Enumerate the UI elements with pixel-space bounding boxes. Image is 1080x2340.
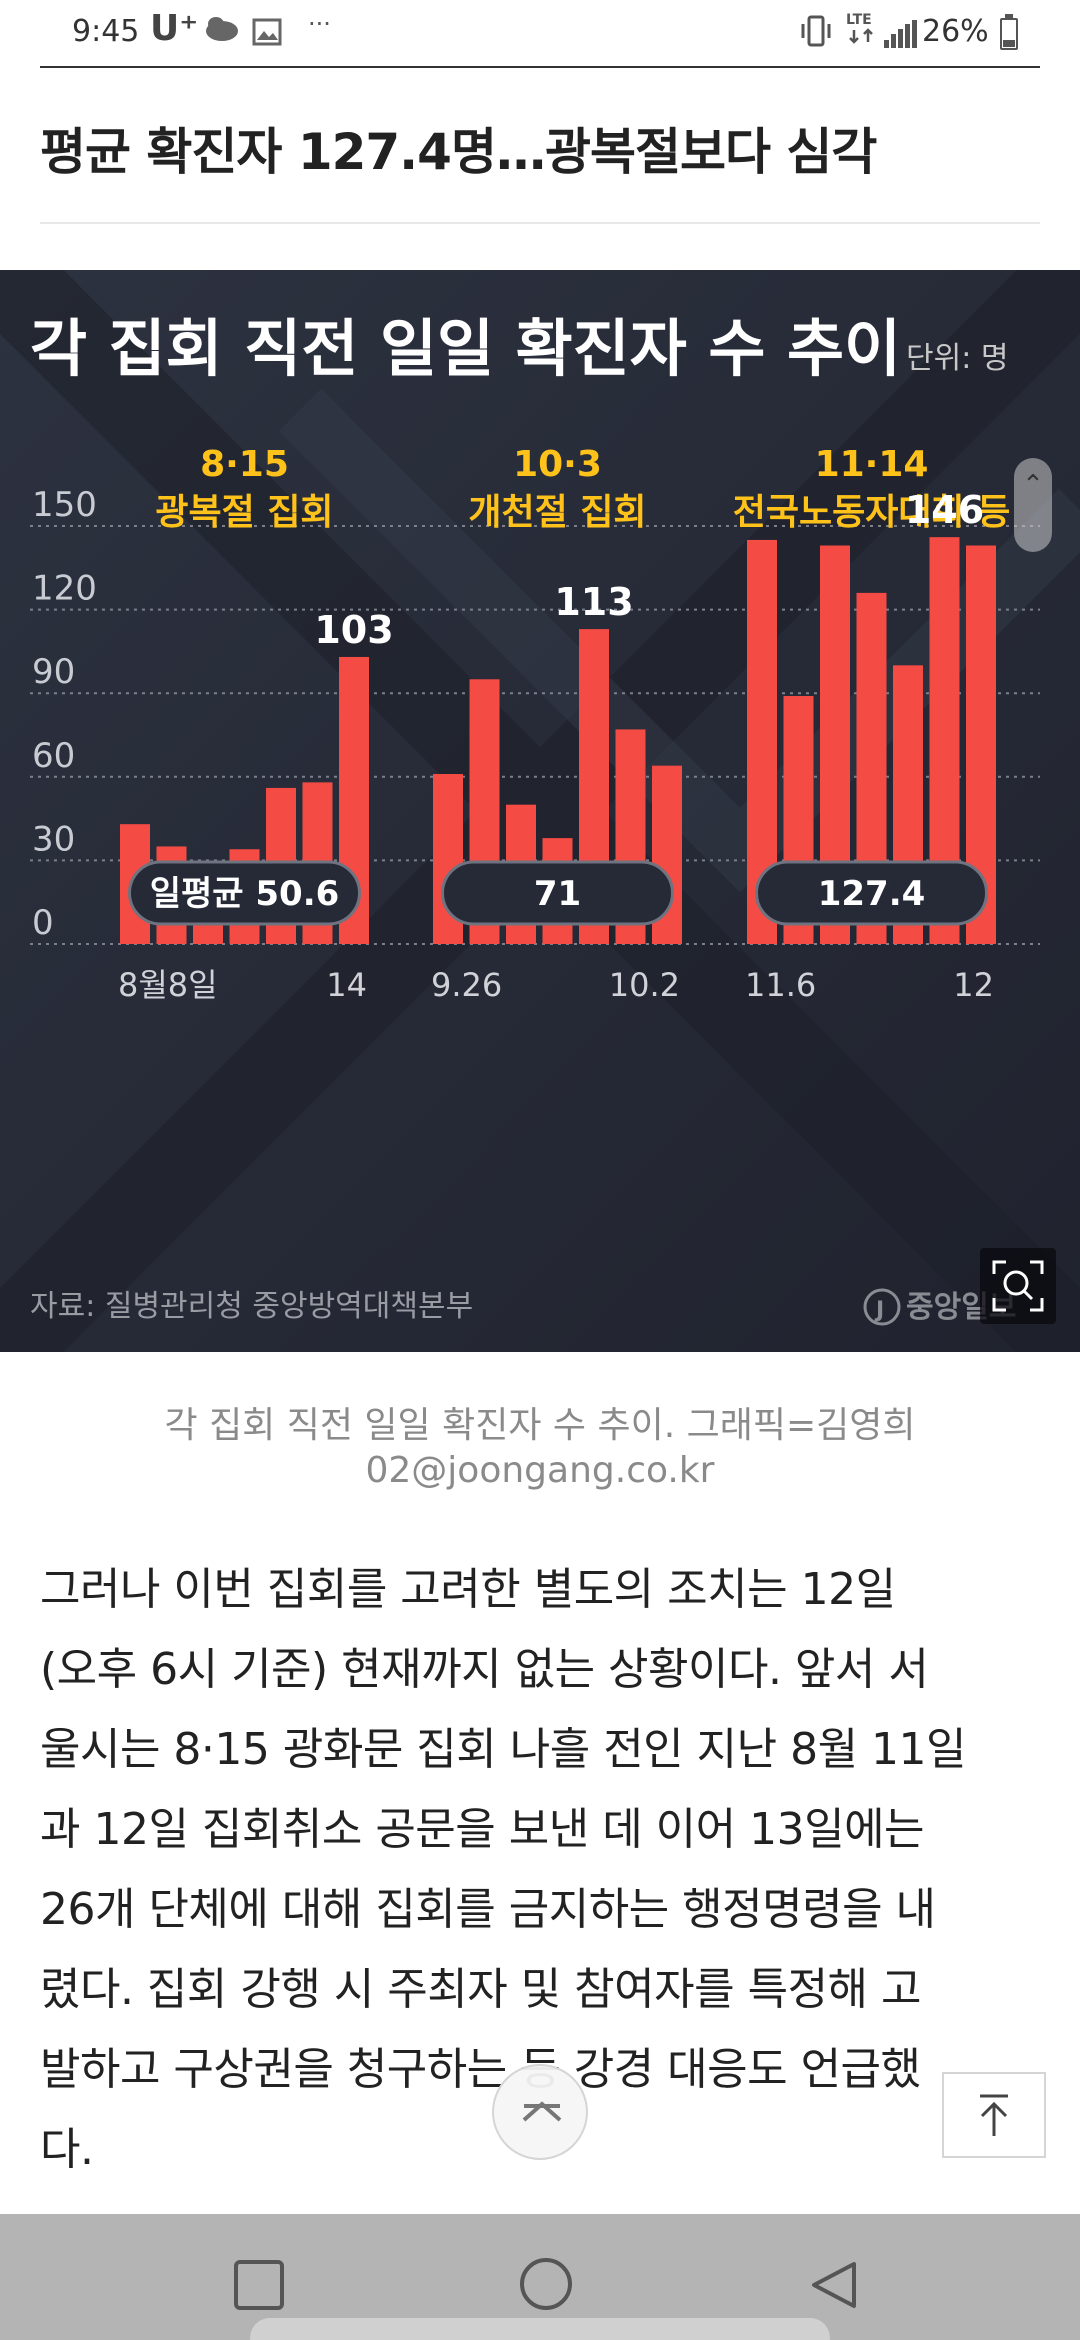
average-pill [128,860,361,926]
arrow-up-icon [980,2094,1008,2136]
x-tick-label: 10.2 [609,966,680,1004]
peak-label: 146 [905,488,984,532]
average-label: 71 [534,874,581,914]
body-line: 울시는 8·15 광화문 집회 나흘 전인 지난 8월 11일 [40,1724,967,1775]
chart-unit: 단위: 명 [906,341,1008,376]
peak-label: 113 [554,580,633,624]
carrier-logo: U⁺ [150,8,199,49]
title-divider [40,222,1040,224]
image-caption: 각 집회 직전 일일 확진자 수 추이. 그래픽=김영희 [164,1405,916,1446]
more-notifications: ··· [308,10,331,38]
body-line: (오후 6시 기준) 현재까지 없는 상황이다. 앞서 서 [40,1644,929,1695]
article-body: 그러나 이번 집회를 고려한 별도의 조치는 12일 (오후 6시 기준) 현재… [40,1550,1050,2190]
body-line: 다. [40,2124,94,2175]
scroll-up-button[interactable] [492,2064,588,2160]
y-tick-label: 90 [32,652,75,692]
y-tick-label: 150 [32,485,97,525]
svg-text:J: J [874,1298,884,1323]
x-tick-label: 14 [326,966,367,1004]
zoom-icon [992,1260,1044,1312]
recents-icon[interactable] [232,2258,286,2312]
x-tick-label: 11.6 [745,966,816,1004]
back-icon[interactable] [806,2258,860,2312]
image-icon [252,18,282,53]
chart-source: 자료: 질병관리청 중앙방역대책본부 [30,1289,473,1324]
y-tick-label: 30 [32,819,75,859]
signal-icon [884,20,917,48]
body-line: 그러나 이번 집회를 고려한 별도의 조치는 12일 [40,1564,896,1615]
average-label: 일평균 50.6 [150,874,340,914]
average-pill [755,860,988,926]
average-label: 127.4 [818,874,926,914]
status-time: 9:45 [72,14,140,49]
event-name: 개천절 집회 [468,492,646,533]
chevron-up-icon [522,2101,562,2122]
image-caption-credit: 02@joongang.co.kr [365,1450,715,1491]
body-line: 26개 단체에 대해 집회를 금지하는 행정명령을 내 [40,1884,936,1935]
back-to-top-button[interactable] [942,2072,1046,2158]
chart-title: 각 집회 직전 일일 확진자 수 추이 [30,312,901,385]
body-line: 발하고 구상권을 청구하는 등 강경 대응도 언급했 [40,2044,921,2095]
x-tick-label: 9.26 [431,966,502,1004]
x-tick-label: 8월8일 [118,966,218,1004]
gesture-pill [250,2318,830,2340]
article-title: 평균 확진자 127.4명…광복절보다 심각 [40,123,877,181]
header-divider [40,66,1040,68]
bar-group: 8·15 광복절 집회 103 일평균 50.6 8월8일 14 [118,444,394,1004]
y-tick-label: 120 [32,569,97,609]
peak-label: 103 [314,608,393,652]
infographic-image[interactable]: 각 집회 직전 일일 확진자 수 추이 단위: 명 150 120 90 60 30 0 … [0,270,1080,1352]
event-date: 8·15 [200,444,289,485]
event-date: 10·3 [513,444,602,485]
bar-chart: 각 집회 직전 일일 확진자 수 추이 단위: 명 1501209060300 … [0,270,1080,1352]
scroll-handle[interactable] [1014,458,1052,552]
average-pill [441,860,674,926]
y-tick-label: 0 [32,903,54,943]
event-name: 광복절 집회 [155,492,333,533]
lte-icon: LTE [846,12,876,44]
battery-percent: 26% [922,14,989,49]
x-tick-label: 12 [953,966,994,1004]
vibrate-icon [798,14,834,55]
cloud-icon [202,14,242,51]
body-line: 렸다. 집회 강행 시 주최자 및 참여자를 특정해 고 [40,1964,922,2015]
status-bar: 9:45 U⁺ ··· LTE 26% [0,0,1080,66]
home-icon[interactable] [518,2256,574,2312]
body-line: 과 12일 집회취소 공문을 보낸 데 이어 13일에는 [40,1804,925,1855]
bar-group: 10·3 개천절 집회 113 71 9.26 10.2 [431,444,682,1004]
y-tick-label: 60 [32,736,75,776]
event-date: 11·14 [815,444,929,485]
zoom-button[interactable] [980,1248,1056,1324]
battery-icon [1000,14,1018,50]
event-name: 전국노동자대회 등 [733,492,1011,533]
